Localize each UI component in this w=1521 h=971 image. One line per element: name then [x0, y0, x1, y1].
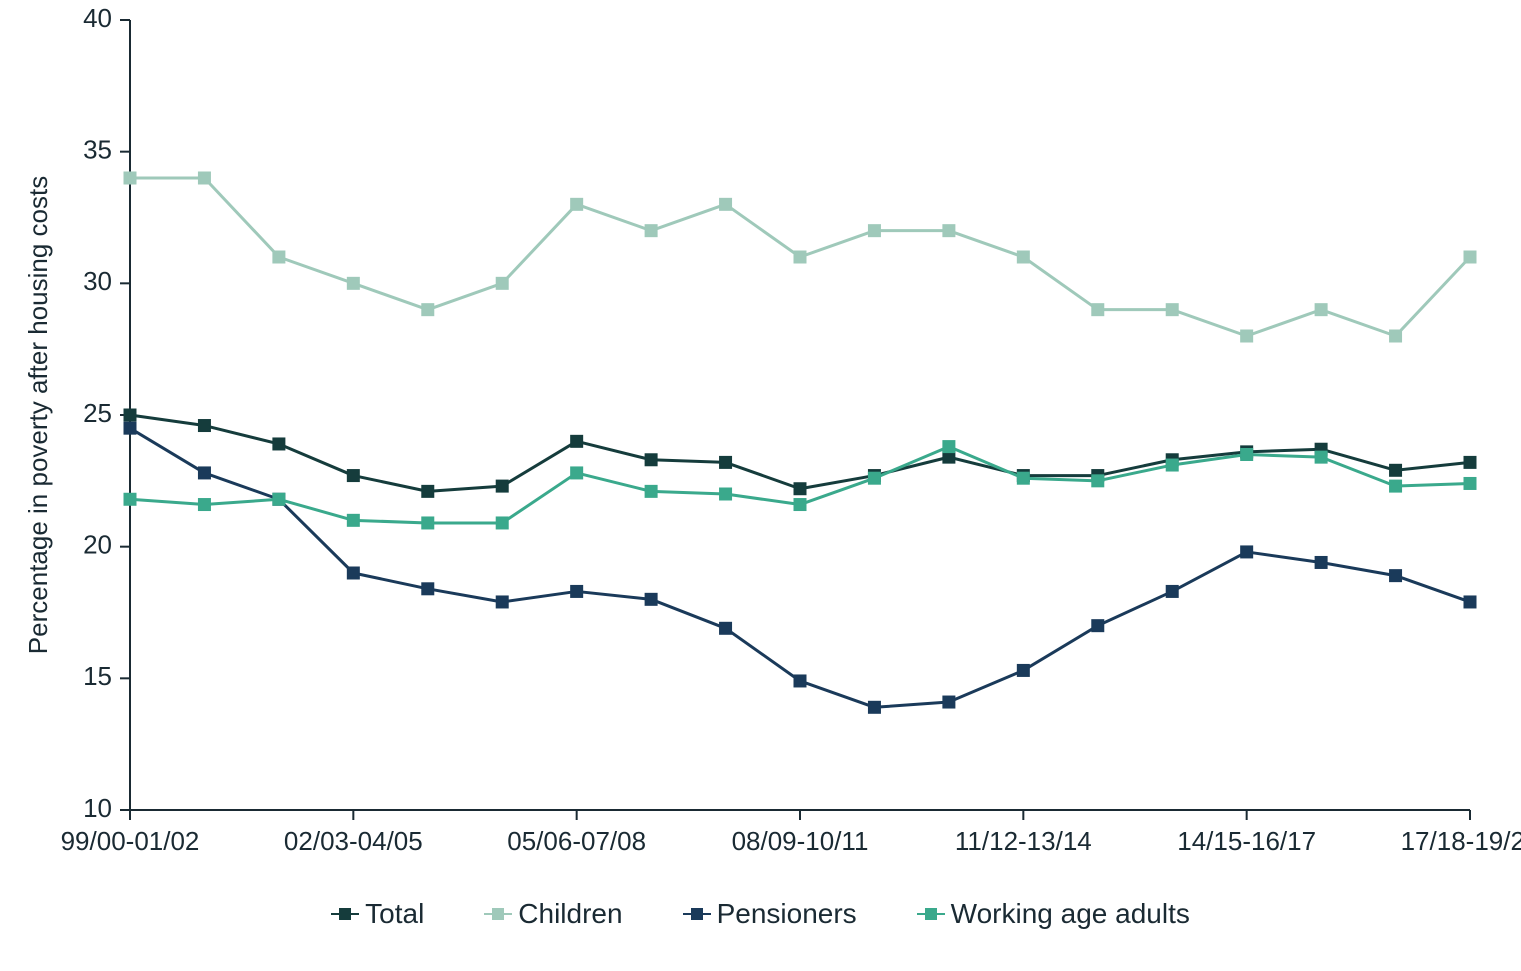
series-marker-working-age-adults [720, 488, 732, 500]
series-marker-pensioners [1017, 664, 1029, 676]
series-marker-pensioners [347, 567, 359, 579]
x-tick-label: 02/03-04/05 [284, 826, 423, 856]
series-marker-total [645, 454, 657, 466]
series-marker-total [1390, 464, 1402, 476]
series-marker-total [422, 485, 434, 497]
legend-label: Pensioners [717, 898, 857, 930]
series-marker-pensioners [720, 622, 732, 634]
series-marker-working-age-adults [1315, 451, 1327, 463]
poverty-line-chart: 10 15 20 25 30 35 40 Percentage in poverty afte… [0, 0, 1521, 971]
series-marker-children [273, 251, 285, 263]
legend-item-working-age-adults: Working age adults [917, 898, 1190, 930]
series-marker-pensioners [571, 585, 583, 597]
series-marker-pensioners [198, 467, 210, 479]
series-marker-children [1166, 304, 1178, 316]
legend-swatch [917, 908, 945, 920]
legend-item-total: Total [331, 898, 424, 930]
series-marker-pensioners [422, 583, 434, 595]
x-tick-label: 14/15-16/17 [1177, 826, 1316, 856]
series-marker-total [720, 456, 732, 468]
chart-svg: 10 15 20 25 30 35 40 Percentage in poverty afte… [0, 0, 1521, 971]
series-marker-pensioners [868, 701, 880, 713]
series-marker-total [496, 480, 508, 492]
x-tick-label: 17/18-19/20 [1401, 826, 1521, 856]
y-tick-label: 30 [83, 266, 112, 296]
series-marker-children [422, 304, 434, 316]
legend-label: Children [518, 898, 622, 930]
series-marker-children [943, 225, 955, 237]
x-tick-label: 11/12-13/14 [955, 826, 1092, 856]
y-tick-label: 25 [83, 398, 112, 428]
series-marker-total [1464, 456, 1476, 468]
series-marker-children [347, 277, 359, 289]
legend-label: Working age adults [951, 898, 1190, 930]
y-axis-label: Percentage in poverty after housing cost… [23, 176, 53, 654]
series-marker-children [794, 251, 806, 263]
series-marker-children [1315, 304, 1327, 316]
series-marker-working-age-adults [943, 441, 955, 453]
series-marker-pensioners [1315, 556, 1327, 568]
series-marker-working-age-adults [1390, 480, 1402, 492]
y-tick-label: 20 [83, 530, 112, 560]
series-marker-total [794, 483, 806, 495]
series-marker-pensioners [1092, 620, 1104, 632]
series-marker-working-age-adults [1166, 459, 1178, 471]
chart-legend: Total Children Pensioners Working age adult… [0, 895, 1521, 930]
series-marker-children [645, 225, 657, 237]
series-marker-children [868, 225, 880, 237]
series-marker-working-age-adults [422, 517, 434, 529]
series-marker-total [198, 420, 210, 432]
y-tick-label: 15 [83, 661, 112, 691]
series-marker-working-age-adults [273, 493, 285, 505]
series-marker-pensioners [645, 593, 657, 605]
series-marker-working-age-adults [645, 485, 657, 497]
series-marker-children [1017, 251, 1029, 263]
series-marker-total [124, 409, 136, 421]
y-tick-label: 10 [83, 793, 112, 823]
series-marker-children [1241, 330, 1253, 342]
series-marker-pensioners [1464, 596, 1476, 608]
series-marker-children [198, 172, 210, 184]
series-marker-working-age-adults [868, 472, 880, 484]
series-marker-total [571, 435, 583, 447]
series-marker-children [1092, 304, 1104, 316]
series-marker-working-age-adults [198, 499, 210, 511]
series-marker-total [347, 470, 359, 482]
series-marker-pensioners [124, 422, 136, 434]
legend-swatch [484, 908, 512, 920]
legend-swatch [683, 908, 711, 920]
series-marker-pensioners [1166, 585, 1178, 597]
series-marker-pensioners [943, 696, 955, 708]
series-marker-pensioners [496, 596, 508, 608]
legend-item-children: Children [484, 898, 622, 930]
series-marker-working-age-adults [1241, 449, 1253, 461]
series-marker-pensioners [1241, 546, 1253, 558]
x-tick-label: 08/09-10/11 [732, 826, 869, 856]
series-marker-children [720, 198, 732, 210]
series-marker-pensioners [1390, 570, 1402, 582]
series-marker-children [1390, 330, 1402, 342]
series-marker-children [496, 277, 508, 289]
legend-label: Total [365, 898, 424, 930]
series-marker-children [124, 172, 136, 184]
series-marker-working-age-adults [1092, 475, 1104, 487]
legend-item-pensioners: Pensioners [683, 898, 857, 930]
series-marker-children [1464, 251, 1476, 263]
series-marker-total [273, 438, 285, 450]
x-tick-label: 99/00-01/02 [61, 826, 200, 856]
series-marker-working-age-adults [1464, 477, 1476, 489]
y-tick-label: 35 [83, 135, 112, 165]
series-marker-working-age-adults [571, 467, 583, 479]
series-marker-working-age-adults [124, 493, 136, 505]
x-tick-label: 05/06-07/08 [507, 826, 646, 856]
series-marker-children [571, 198, 583, 210]
legend-swatch [331, 908, 359, 920]
series-marker-working-age-adults [1017, 472, 1029, 484]
series-marker-pensioners [794, 675, 806, 687]
series-marker-working-age-adults [347, 514, 359, 526]
series-marker-working-age-adults [496, 517, 508, 529]
series-marker-working-age-adults [794, 499, 806, 511]
y-tick-label: 40 [83, 3, 112, 33]
